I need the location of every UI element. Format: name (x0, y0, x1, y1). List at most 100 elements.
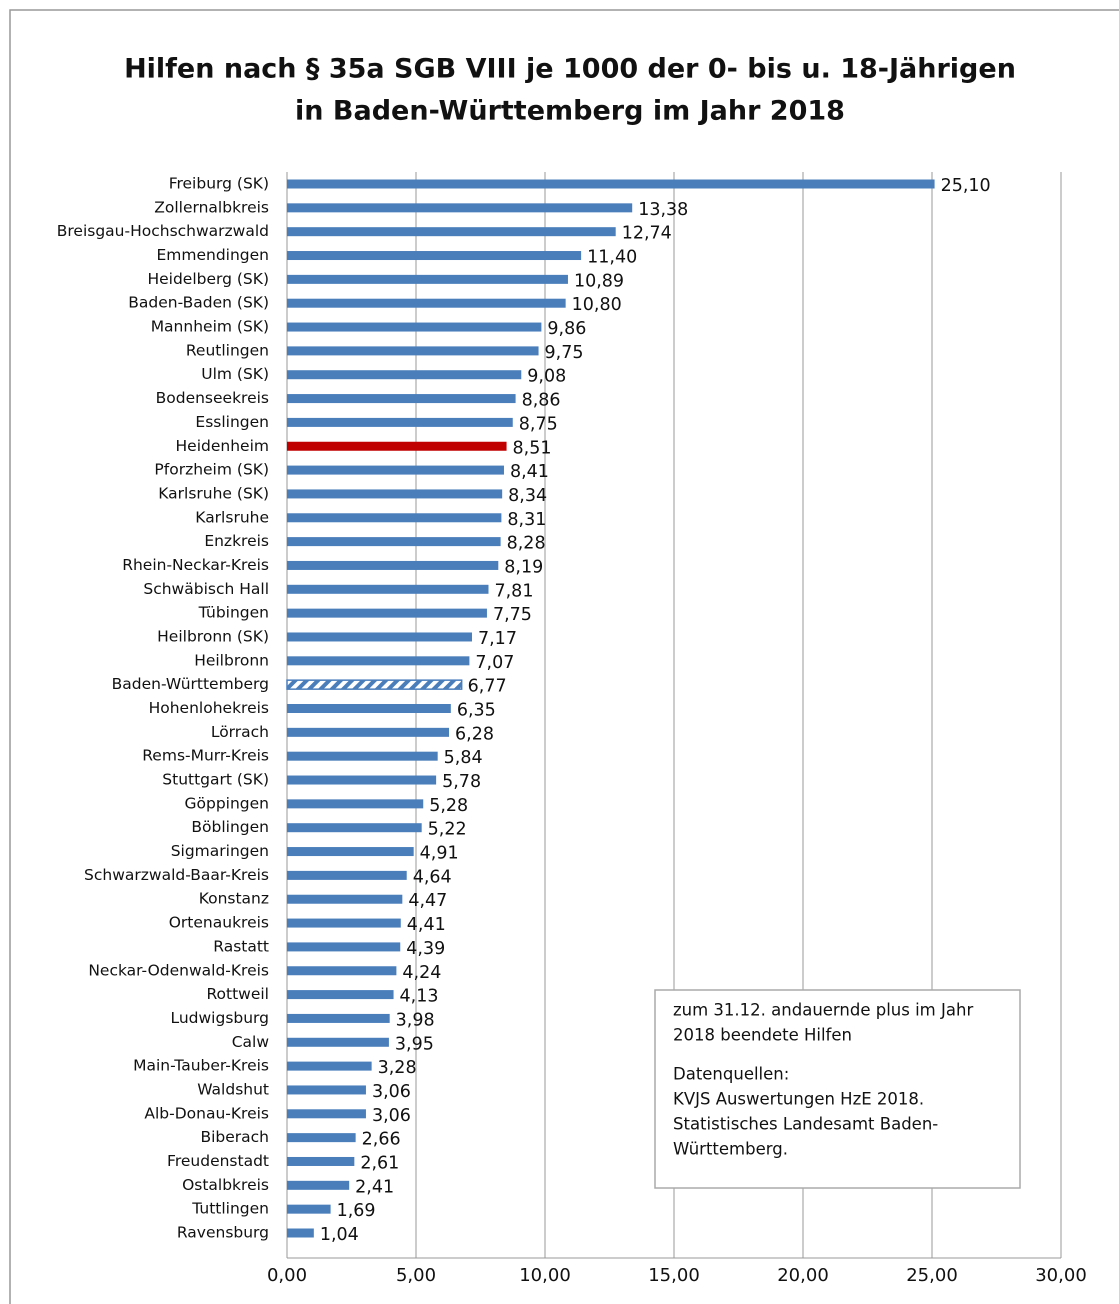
value-label: 10,80 (572, 295, 622, 315)
bar (287, 251, 582, 261)
bar (287, 942, 401, 952)
bar (287, 346, 539, 356)
value-label: 8,28 (507, 534, 546, 554)
value-label: 4,91 (420, 844, 459, 864)
bar (287, 847, 414, 857)
y-tick-label: Konstanz (199, 890, 269, 908)
y-tick-label: Rhein-Neckar-Kreis (122, 556, 269, 574)
value-label: 4,41 (407, 915, 446, 935)
value-label: 8,75 (519, 414, 558, 434)
y-tick-label: Rottweil (206, 985, 269, 1003)
y-tick-label: Böblingen (191, 818, 269, 836)
y-tick-label: Sigmaringen (171, 842, 269, 860)
y-tick-label: Emmendingen (156, 246, 269, 264)
bar (287, 1228, 314, 1238)
value-label: 7,17 (478, 629, 517, 649)
y-tick-label: Karlsruhe (195, 508, 269, 526)
y-tick-label: Karlsruhe (SK) (158, 484, 269, 502)
bar (287, 870, 407, 880)
value-label: 5,84 (444, 748, 483, 768)
y-tick-label: Heilbronn (194, 651, 269, 669)
y-tick-label: Waldshut (197, 1080, 269, 1098)
y-tick-label: Stuttgart (SK) (162, 771, 269, 789)
y-tick-label: Esslingen (195, 413, 269, 431)
note: zum 31.12. andauernde plus im Jahr (673, 1001, 973, 1020)
x-tick-label: 10,00 (519, 1265, 571, 1286)
bar (287, 227, 616, 237)
y-tick-label: Schwarzwald-Baar-Kreis (84, 866, 269, 884)
bar (287, 1204, 331, 1214)
value-label: 2,61 (360, 1153, 399, 1173)
y-tick-label: Ostalbkreis (182, 1176, 269, 1194)
value-label: 12,74 (622, 224, 672, 244)
bar (287, 918, 401, 928)
y-tick-label: Tuttlingen (191, 1200, 269, 1218)
value-label: 8,31 (507, 510, 546, 530)
value-label: 3,28 (378, 1058, 417, 1078)
bar (287, 537, 501, 547)
y-tick-label: Hohenlohekreis (149, 699, 269, 717)
value-label: 3,95 (395, 1034, 434, 1054)
bar (287, 1109, 366, 1119)
bar (287, 608, 487, 618)
bar (287, 1085, 366, 1095)
bar (287, 203, 633, 213)
bar (287, 799, 424, 809)
y-tick-label: Ortenaukreis (169, 914, 269, 932)
bar (287, 894, 403, 904)
bar (287, 966, 397, 976)
value-label: 9,86 (547, 319, 586, 339)
bars: Freiburg (SK) 25,10 Zollernalbkreis 13,38 Br… (57, 175, 991, 1246)
y-tick-label: Rems-Murr-Kreis (142, 747, 269, 765)
bar (287, 513, 502, 523)
y-tick-label: Schwäbisch Hall (143, 580, 269, 598)
y-tick-label: Heidelberg (SK) (147, 270, 269, 288)
value-label: 8,19 (504, 557, 543, 577)
value-label: 5,78 (442, 772, 481, 792)
bar (287, 584, 489, 594)
y-tick-label: Baden-Württemberg (112, 675, 269, 693)
bar (287, 1061, 372, 1071)
y-tick-label: Baden-Baden (SK) (128, 294, 269, 312)
value-label: 7,07 (475, 653, 514, 673)
value-label: 8,34 (508, 486, 547, 506)
bar (287, 823, 422, 833)
y-tick-label: Ravensburg (177, 1224, 269, 1242)
value-label: 6,35 (457, 701, 496, 721)
value-label: 13,38 (638, 200, 688, 220)
bar (287, 394, 516, 404)
value-label: 2,66 (362, 1130, 401, 1150)
value-label: 4,13 (400, 987, 439, 1007)
bar (286, 679, 463, 690)
value-label: 4,24 (402, 963, 441, 983)
bar (287, 560, 499, 570)
sources: Württemberg. (673, 1140, 788, 1159)
value-label: 10,89 (574, 271, 624, 291)
bar (287, 1180, 350, 1190)
value-label: 4,64 (413, 867, 452, 887)
bar (287, 990, 394, 1000)
value-label: 4,39 (406, 939, 445, 959)
note: 2018 beendete Hilfen (673, 1026, 852, 1045)
value-label: 2,41 (355, 1177, 394, 1197)
grid: 0,00 5,00 10,00 15,00 20,00 25,00 30,00 (267, 172, 1087, 1286)
y-tick-label: Rastatt (213, 937, 269, 955)
bar (287, 1156, 355, 1166)
bar (287, 1133, 356, 1143)
bar (287, 489, 503, 499)
value-label: 1,69 (337, 1201, 376, 1221)
sources: KVJS Auswertungen HzE 2018. (673, 1090, 924, 1109)
bar (287, 632, 472, 642)
value-label: 5,22 (428, 820, 467, 840)
bar (287, 274, 568, 284)
x-tick-label: 15,00 (648, 1265, 700, 1286)
y-tick-label: Biberach (200, 1128, 269, 1146)
bar (287, 1013, 390, 1023)
x-tick-label: 0,00 (267, 1265, 307, 1286)
bar (287, 465, 504, 475)
y-tick-label: Tübingen (198, 604, 269, 622)
value-label: 1,04 (320, 1225, 359, 1245)
bar (287, 727, 450, 737)
value-label: 8,86 (522, 391, 561, 411)
